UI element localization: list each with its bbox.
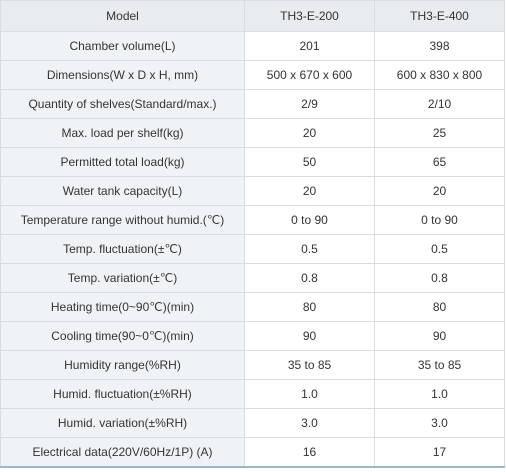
value-model-b: 0 to 90	[374, 205, 505, 235]
table-row: Temp. variation(±℃) 0.8 0.8	[0, 263, 505, 293]
value-model-a: 50	[244, 147, 375, 177]
value-model-a: 0 to 90	[244, 205, 375, 235]
value-model-b: 600 x 830 x 800	[374, 60, 505, 90]
value-model-a: 20	[244, 118, 375, 148]
table-row: Dimensions(W x D x H, mm) 500 x 670 x 600…	[0, 60, 505, 90]
row-label: Dimensions(W x D x H, mm)	[0, 60, 245, 90]
table-row: Chamber volume(L) 201 398	[0, 31, 505, 61]
row-label: Humidity range(%RH)	[0, 350, 245, 380]
value-model-b: 1.0	[374, 379, 505, 409]
table-row: Heating time(0~90℃)(min) 80 80	[0, 292, 505, 322]
row-label: Permitted total load(kg)	[0, 147, 245, 177]
value-model-b: 65	[374, 147, 505, 177]
table-row: Quantity of shelves(Standard/max.) 2/9 2/1…	[0, 89, 505, 119]
value-model-b: 0.5	[374, 234, 505, 264]
value-model-a: 0.5	[244, 234, 375, 264]
header-row: Model TH3-E-200 TH3-E-400	[0, 0, 505, 32]
row-label: Humid. fluctuation(±%RH)	[0, 379, 245, 409]
table-row: Water tank capacity(L) 20 20	[0, 176, 505, 206]
row-label: Temp. variation(±℃)	[0, 263, 245, 293]
table-row: Humid. fluctuation(±%RH) 1.0 1.0	[0, 379, 505, 409]
value-model-a: 201	[244, 31, 375, 61]
value-model-a: 20	[244, 176, 375, 206]
row-label: Water tank capacity(L)	[0, 176, 245, 206]
table-row: Electrical data(220V/60Hz/1P) (A) 16 17	[0, 437, 505, 468]
value-model-b: 2/10	[374, 89, 505, 119]
value-model-a: 1.0	[244, 379, 375, 409]
row-label: Chamber volume(L)	[0, 31, 245, 61]
value-model-b: 20	[374, 176, 505, 206]
header-model-a: TH3-E-200	[244, 0, 375, 32]
value-model-a: 35 to 85	[244, 350, 375, 380]
table-row: Max. load per shelf(kg) 20 25	[0, 118, 505, 148]
header-model-b: TH3-E-400	[374, 0, 505, 32]
row-label: Cooling time(90~0℃)(min)	[0, 321, 245, 351]
row-label: Temp. fluctuation(±℃)	[0, 234, 245, 264]
table-row: Humidity range(%RH) 35 to 85 35 to 85	[0, 350, 505, 380]
value-model-a: 2/9	[244, 89, 375, 119]
value-model-b: 35 to 85	[374, 350, 505, 380]
table-row: Temperature range without humid.(℃) 0 to …	[0, 205, 505, 235]
value-model-b: 90	[374, 321, 505, 351]
value-model-b: 25	[374, 118, 505, 148]
table-row: Cooling time(90~0℃)(min) 90 90	[0, 321, 505, 351]
value-model-b: 80	[374, 292, 505, 322]
value-model-b: 3.0	[374, 408, 505, 438]
value-model-a: 90	[244, 321, 375, 351]
value-model-b: 0.8	[374, 263, 505, 293]
header-label: Model	[0, 0, 245, 32]
row-label: Max. load per shelf(kg)	[0, 118, 245, 148]
row-label: Electrical data(220V/60Hz/1P) (A)	[0, 437, 245, 468]
value-model-a: 80	[244, 292, 375, 322]
row-label: Temperature range without humid.(℃)	[0, 205, 245, 235]
value-model-a: 0.8	[244, 263, 375, 293]
table-row: Temp. fluctuation(±℃) 0.5 0.5	[0, 234, 505, 264]
value-model-b: 398	[374, 31, 505, 61]
row-label: Quantity of shelves(Standard/max.)	[0, 89, 245, 119]
value-model-a: 3.0	[244, 408, 375, 438]
table-row: Humid. variation(±%RH) 3.0 3.0	[0, 408, 505, 438]
value-model-a: 16	[244, 437, 375, 468]
row-label: Humid. variation(±%RH)	[0, 408, 245, 438]
value-model-a: 500 x 670 x 600	[244, 60, 375, 90]
row-label: Heating time(0~90℃)(min)	[0, 292, 245, 322]
table-row: Permitted total load(kg) 50 65	[0, 147, 505, 177]
value-model-b: 17	[374, 437, 505, 468]
